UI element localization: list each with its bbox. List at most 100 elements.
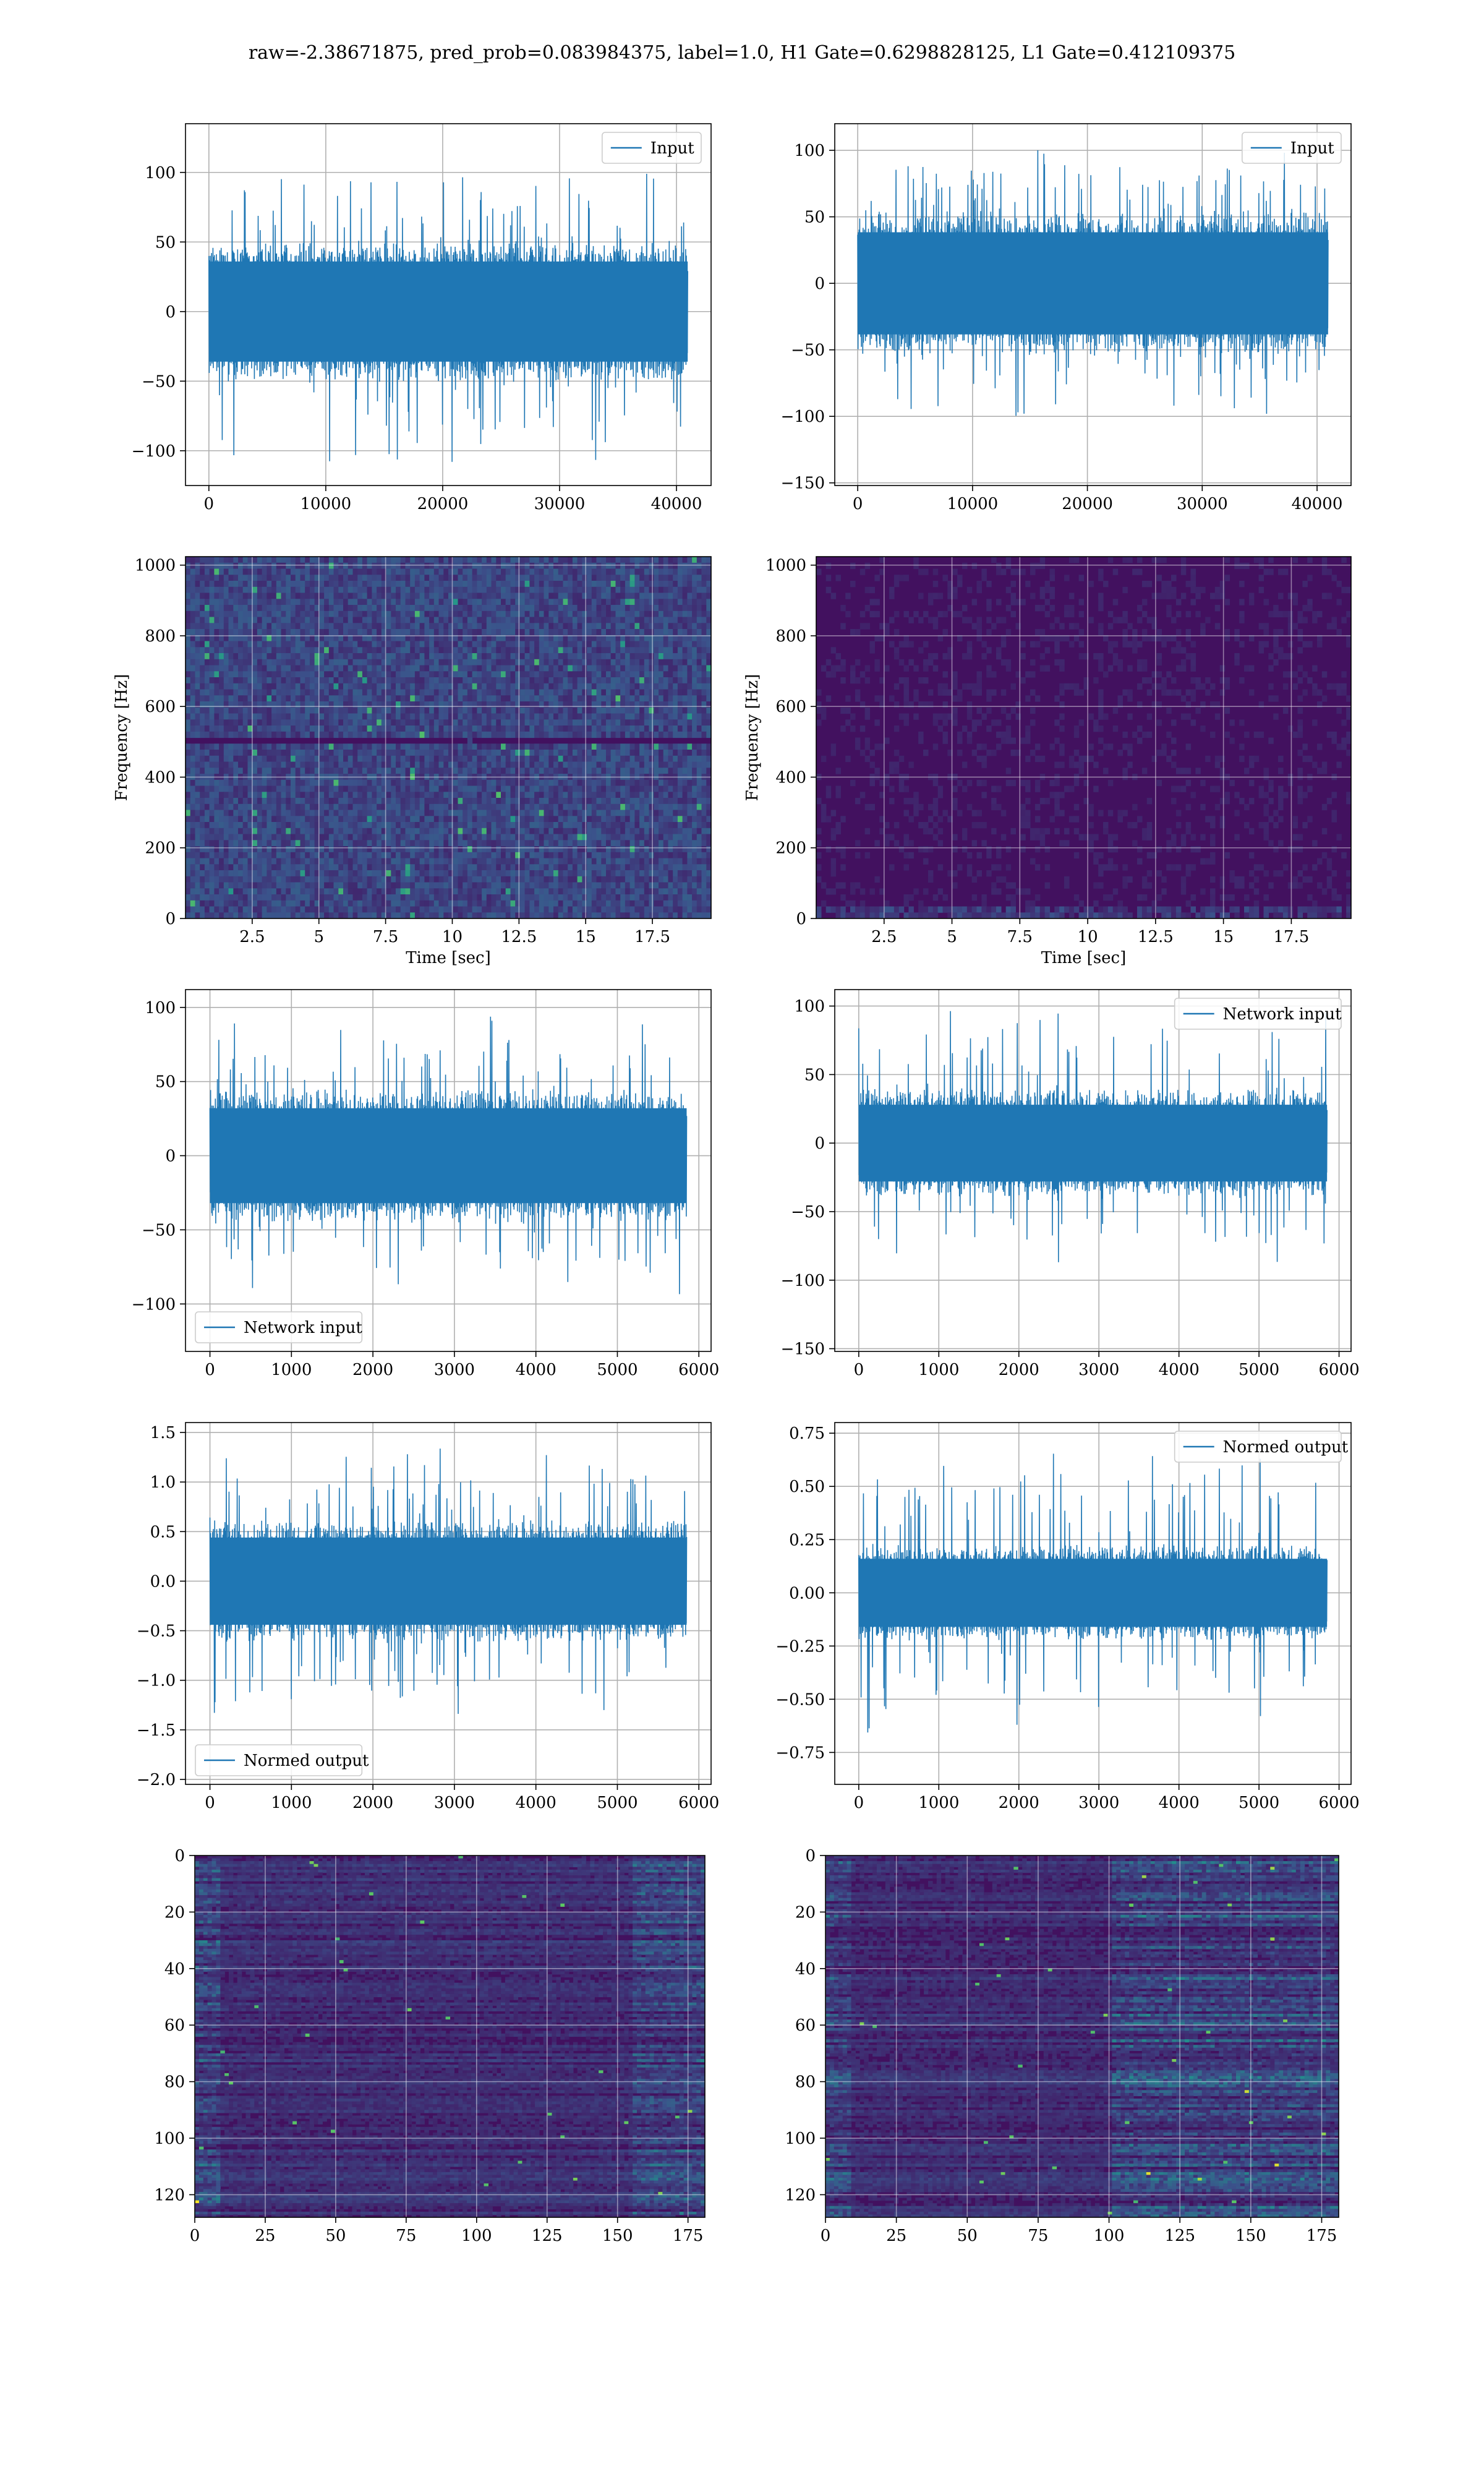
x-tick-label: 4000	[516, 1361, 556, 1379]
x-tick-label: 125	[1164, 2227, 1195, 2245]
x-tick-label: 0	[204, 495, 215, 513]
y-tick-label: −100	[781, 408, 825, 426]
series-core-band	[858, 1105, 1328, 1182]
x-tick-label: 2000	[999, 1794, 1039, 1812]
y-tick-label: 120	[785, 2186, 816, 2204]
x-ticks: 0 10000 20000 30000 40000	[853, 486, 1342, 513]
y-tick-label: 200	[775, 839, 806, 858]
x-tick-label: 2000	[352, 1361, 393, 1379]
x-tick-label: 7.5	[373, 928, 398, 946]
x-tick-label: 50	[325, 2227, 346, 2245]
y-tick-label: 0.25	[789, 1531, 825, 1549]
y-axis-label: Frequency [Hz]	[113, 674, 131, 802]
y-ticks: −150 −100 −50 0 50 100	[781, 998, 835, 1359]
y-ticks: −0.75 −0.50 −0.25 0.00 0.25 0.50 0.75	[775, 1424, 835, 1762]
x-tick-label: 75	[396, 2227, 416, 2245]
axes-frame	[185, 123, 712, 486]
plot-area	[835, 124, 1351, 486]
legend-box	[195, 1744, 363, 1776]
legend-label: Normed output	[244, 1752, 369, 1770]
panel-feat-h1: 0 25 50 75 100 125 150 175 0 20 40 60 80 100 120	[154, 1847, 706, 2245]
y-tick-label: −50	[142, 1221, 176, 1239]
x-tick-label: 5	[313, 928, 324, 946]
legend-label: Network input	[1223, 1005, 1342, 1024]
x-tick-label: 1000	[271, 1361, 312, 1379]
x-axis-label: Time [sec]	[1041, 949, 1127, 967]
y-tick-label: 0.50	[789, 1478, 825, 1496]
y-tick-label: 400	[145, 768, 176, 787]
y-ticks: −100 −50 0 50 100	[132, 164, 186, 461]
legend-box	[1174, 998, 1342, 1030]
x-tick-label: 4000	[516, 1794, 556, 1812]
legend: Input	[601, 132, 702, 164]
x-tick-label: 0	[821, 2227, 831, 2245]
y-tick-label: 80	[795, 2073, 816, 2092]
y-tick-label: 200	[145, 839, 176, 858]
y-tick-label: −0.50	[775, 1690, 825, 1709]
panel-net-h1: 0 1000 2000 3000 4000 5000 6000 −100 −50 0 50 100 Ne…	[132, 989, 719, 1379]
x-tick-label: 5000	[597, 1794, 638, 1812]
x-tick-label: 75	[1028, 2227, 1048, 2245]
legend: Input	[1242, 132, 1342, 164]
panel-norm-l1: 0 1000 2000 3000 4000 5000 6000 −0.75 −0.50 −0.25…	[775, 1422, 1360, 1812]
y-ticks: −150 −100 −50 0 50 100	[781, 142, 835, 493]
plot-area	[195, 1856, 705, 2217]
y-tick-label: 50	[804, 208, 825, 227]
y-tick-label: 1000	[765, 557, 806, 575]
y-ticks: −2.0 −1.5 −1.0 −0.5 0.0 0.5 1.0 1.5	[137, 1424, 186, 1789]
legend: Normed output	[195, 1744, 369, 1776]
legend-box	[1174, 1431, 1342, 1463]
x-tick-label: 17.5	[634, 928, 670, 946]
x-tick-label: 2000	[999, 1361, 1039, 1379]
x-tick-label: 10	[442, 928, 463, 946]
x-tick-label: 2.5	[239, 928, 265, 946]
y-tick-label: 80	[164, 2073, 185, 2092]
y-ticks: 0 20 40 60 80 100 120	[154, 1847, 195, 2204]
y-tick-label: 100	[145, 164, 176, 182]
x-tick-label: 10000	[301, 495, 352, 513]
y-tick-label: 1.5	[150, 1424, 176, 1442]
axes-frame	[834, 989, 1352, 1352]
legend-label: Normed output	[1223, 1438, 1349, 1457]
axes-frame	[834, 1422, 1352, 1785]
x-tick-label: 10	[1078, 928, 1098, 946]
y-tick-label: 120	[154, 2186, 185, 2204]
plot-area	[186, 557, 711, 918]
axes-frame	[834, 123, 1352, 486]
x-tick-label: 175	[1307, 2227, 1337, 2245]
heatmap-cells	[825, 1856, 1339, 2217]
y-ticks: 0 20 40 60 80 100 120	[785, 1847, 825, 2204]
x-tick-label: 2.5	[871, 928, 897, 946]
plot-area	[835, 1423, 1351, 1784]
y-tick-label: −100	[132, 1295, 176, 1314]
x-tick-label: 0	[205, 1794, 215, 1812]
x-tick-label: 5000	[1239, 1361, 1279, 1379]
x-tick-label: 0	[205, 1361, 215, 1379]
y-tick-label: −150	[781, 1340, 825, 1359]
y-tick-label: 50	[155, 233, 176, 252]
y-tick-label: 100	[794, 142, 825, 160]
y-tick-label: −1.5	[137, 1721, 176, 1740]
panel-net-l1: 0 1000 2000 3000 4000 5000 6000 −150 −100 −50 0 50 1…	[781, 989, 1360, 1379]
y-tick-label: 400	[775, 768, 806, 787]
x-tick-label: 3000	[434, 1361, 475, 1379]
y-tick-label: 0	[814, 1134, 825, 1153]
y-tick-label: 20	[795, 1903, 816, 1922]
y-tick-label: 0	[174, 1847, 185, 1865]
x-tick-label: 1000	[271, 1794, 312, 1812]
legend-label: Input	[1290, 139, 1334, 158]
x-tick-label: 12.5	[501, 928, 537, 946]
y-tick-label: 100	[785, 2129, 816, 2148]
x-tick-label: 3000	[434, 1794, 475, 1812]
y-tick-label: 40	[795, 1960, 816, 1979]
grid-lines	[825, 1856, 1339, 2217]
x-tick-label: 1000	[918, 1361, 959, 1379]
legend-box	[1242, 132, 1342, 164]
x-tick-label: 40000	[651, 495, 702, 513]
legend-box	[195, 1311, 363, 1343]
axes-frame	[194, 1855, 706, 2218]
y-tick-label: 40	[164, 1960, 185, 1979]
x-ticks: 0 1000 2000 3000 4000 5000 6000	[205, 1784, 719, 1812]
x-tick-label: 25	[886, 2227, 906, 2245]
